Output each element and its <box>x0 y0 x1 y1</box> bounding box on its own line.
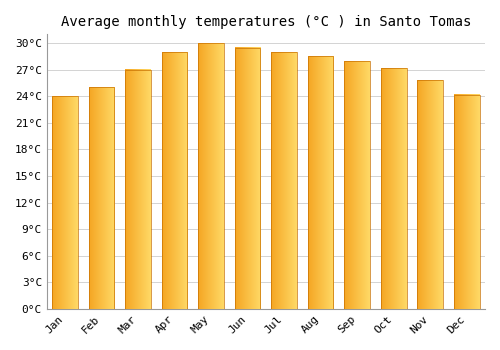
Bar <box>344 61 370 309</box>
Bar <box>235 48 260 309</box>
Bar <box>126 70 151 309</box>
Bar <box>418 80 443 309</box>
Bar <box>272 52 297 309</box>
Bar <box>89 88 114 309</box>
Bar <box>308 56 334 309</box>
Bar <box>198 43 224 309</box>
Bar <box>162 52 188 309</box>
Bar <box>52 96 78 309</box>
Title: Average monthly temperatures (°C ) in Santo Tomas: Average monthly temperatures (°C ) in Sa… <box>60 15 471 29</box>
Bar <box>454 94 479 309</box>
Bar <box>381 68 406 309</box>
